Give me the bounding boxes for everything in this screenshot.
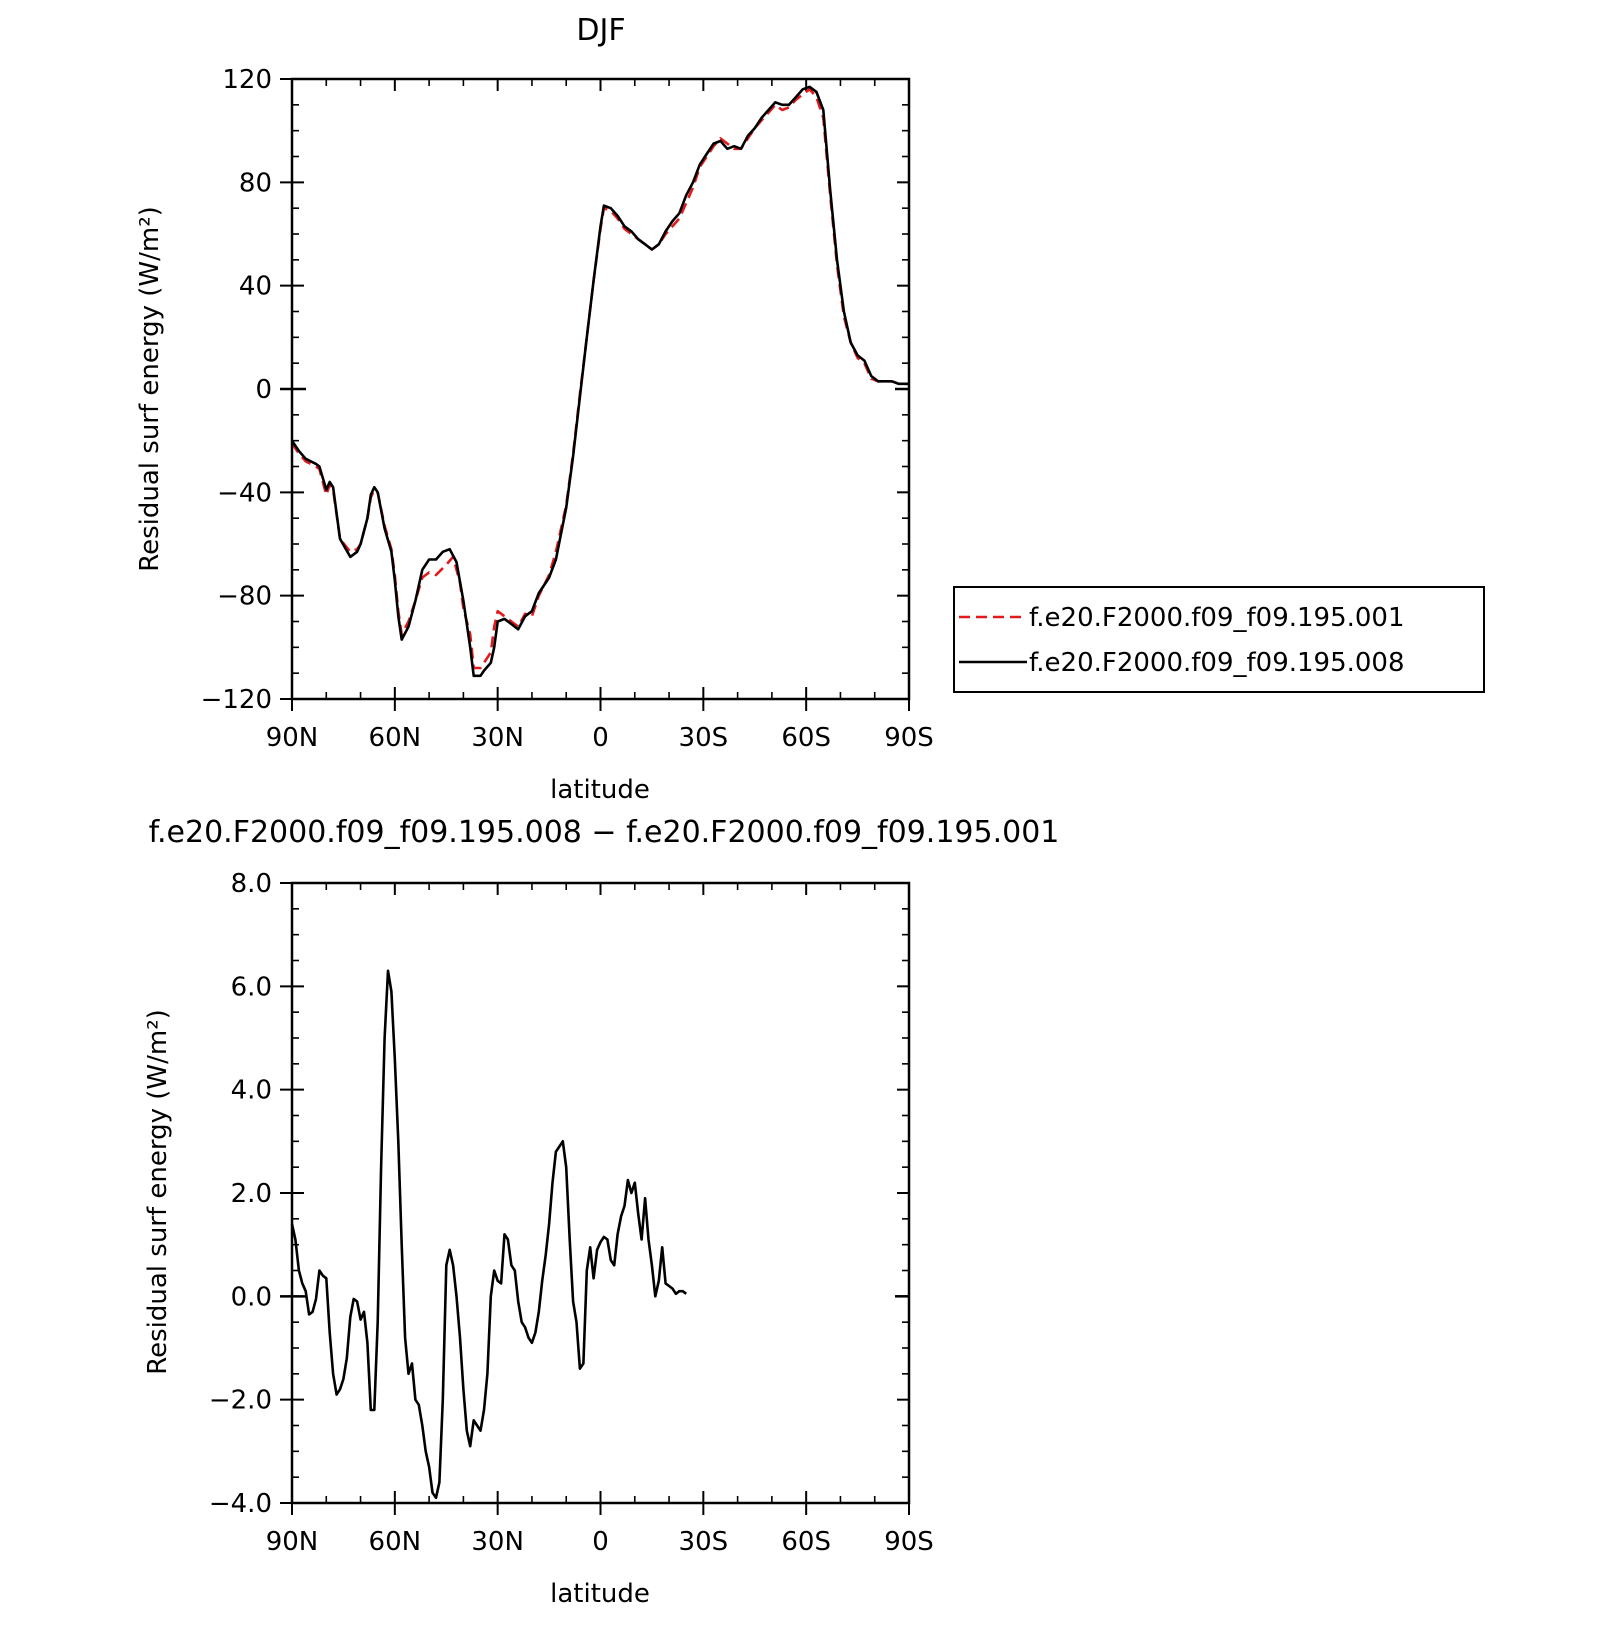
difference-panel: f.e20.F2000.f09_f09.195.008 − f.e20.F200… — [143, 815, 1059, 1609]
legend-label-008: f.e20.F2000.f09_f09.195.008 — [1029, 648, 1405, 678]
x-tick-labels: 90N 60N 30N 0 30S 60S 90S — [266, 1527, 934, 1557]
x-tick-label: 30N — [471, 1527, 524, 1557]
y-tick-label: −40 — [217, 478, 272, 508]
y-tick-label: 0 — [255, 375, 272, 405]
y-axis-title: Residual surf energy (W/m²) — [135, 206, 165, 572]
y-tick-label: 4.0 — [231, 1076, 272, 1106]
y-tick-label: 6.0 — [231, 972, 272, 1002]
y-tick-label: 0.0 — [231, 1282, 272, 1312]
y-tick-labels: −4.0 −2.0 0.0 2.0 4.0 6.0 8.0 — [209, 869, 272, 1519]
plot-frame — [290, 881, 911, 1505]
x-tick-label: 60N — [369, 1527, 422, 1557]
series-line-2 — [290, 85, 909, 678]
y-tick-label: 8.0 — [231, 869, 272, 899]
y-tick-label: −80 — [217, 582, 272, 612]
plot-title: DJF — [576, 13, 625, 48]
y-tick-label: −4.0 — [209, 1489, 272, 1519]
legend: f.e20.F2000.f09_f09.195.001 f.e20.F2000.… — [953, 586, 1485, 693]
tick-marks — [280, 882, 910, 1515]
x-tick-label: 90S — [884, 723, 934, 753]
x-tick-label: 30N — [471, 723, 524, 753]
x-tick-label: 90N — [266, 723, 319, 753]
x-tick-label: 60N — [369, 723, 422, 753]
y-tick-label: 80 — [239, 168, 272, 198]
x-tick-label: 30S — [679, 1527, 729, 1557]
series-lines — [290, 85, 909, 678]
y-axis-title: Residual surf energy (W/m²) — [143, 1009, 173, 1375]
plot-frame — [290, 77, 911, 701]
y-tick-label: 40 — [239, 272, 272, 302]
legend-label-001: f.e20.F2000.f09_f09.195.001 — [1029, 603, 1405, 633]
x-axis-title: latitude — [550, 775, 650, 805]
y-tick-labels: −120 −80 −40 0 40 80 120 — [201, 65, 272, 715]
x-tick-label: 30S — [679, 723, 729, 753]
tick-marks — [280, 78, 910, 711]
x-tick-label: 60S — [781, 723, 831, 753]
x-tick-label: 90N — [266, 1527, 319, 1557]
x-tick-label: 90S — [884, 1527, 934, 1557]
x-tick-label: 0 — [592, 723, 609, 753]
y-tick-label: 2.0 — [231, 1179, 272, 1209]
x-tick-label: 0 — [592, 1527, 609, 1557]
x-axis-title: latitude — [550, 1579, 650, 1609]
x-tick-label: 60S — [781, 1527, 831, 1557]
series-lines — [290, 969, 687, 1500]
plot-title: f.e20.F2000.f09_f09.195.008 − f.e20.F200… — [149, 815, 1060, 850]
legend-box — [953, 586, 1485, 693]
x-tick-labels: 90N 60N 30N 0 30S 60S 90S — [266, 723, 934, 753]
series-line-1 — [290, 969, 687, 1500]
y-tick-label: −2.0 — [209, 1386, 272, 1416]
series-line-1 — [290, 88, 909, 670]
y-tick-label: −120 — [201, 685, 272, 715]
y-tick-label: 120 — [222, 65, 272, 95]
